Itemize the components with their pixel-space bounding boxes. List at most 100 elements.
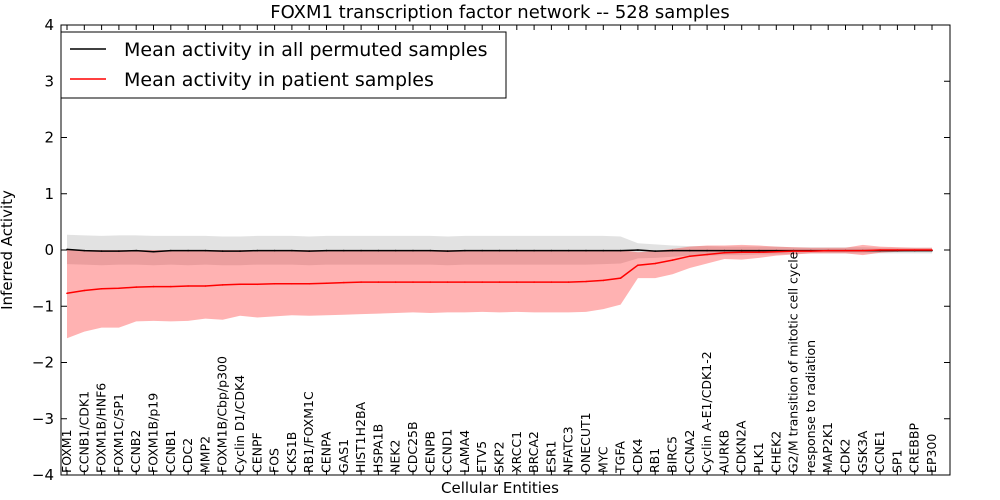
x-tick-label: AURKB (716, 430, 731, 473)
x-tick-label: FOS (267, 448, 282, 473)
data-point-s1-26 (516, 281, 518, 283)
x-tick-label: FOXM1 (59, 429, 74, 473)
data-point-s1-22 (446, 281, 449, 283)
data-point-s1-47 (879, 249, 881, 251)
x-tick-label: RB1 (647, 448, 662, 473)
x-tick-label: LAMA4 (457, 430, 472, 473)
data-point-s0-9 (221, 250, 224, 252)
data-point-s1-12 (273, 283, 276, 285)
x-tick-label: NFATC3 (561, 426, 576, 473)
data-point-s1-37 (706, 253, 708, 256)
legend: Mean activity in all permuted samples Me… (60, 31, 507, 99)
y-tick-label: 1 (44, 185, 54, 203)
data-point-s0-28 (550, 249, 553, 252)
data-point-s1-24 (481, 281, 484, 283)
x-tick-label: CCNE1 (872, 430, 887, 473)
y-tick-label: 3 (44, 72, 54, 90)
x-tick-label: XRCC1 (509, 431, 524, 473)
data-point-s0-36 (689, 249, 691, 252)
data-point-s0-25 (498, 249, 501, 252)
data-point-s1-3 (118, 287, 120, 290)
x-axis-label: Cellular Entities (441, 479, 559, 497)
data-point-s1-1 (83, 289, 86, 292)
data-point-s1-17 (360, 281, 362, 283)
x-tick-label: FOXM1C/SP1 (111, 393, 126, 473)
data-point-s0-30 (585, 249, 587, 252)
data-point-s1-41 (775, 250, 778, 253)
x-tick-label: G2/M transition of mitotic cell cycle (786, 251, 801, 473)
data-point-s1-21 (429, 281, 432, 283)
data-point-s1-7 (187, 285, 189, 287)
data-point-s0-40 (758, 249, 760, 252)
data-point-s0-19 (394, 249, 397, 252)
x-tick-label: CREBBP (907, 423, 922, 473)
x-tick-label: GAS1 (336, 439, 351, 473)
data-point-s1-45 (844, 249, 847, 252)
x-tick-label: Cyclin D1/CDK4 (232, 375, 247, 473)
data-point-s1-29 (567, 281, 570, 283)
data-point-s0-14 (308, 250, 311, 252)
data-point-s1-36 (689, 255, 691, 257)
x-tick-label: CCND1 (440, 429, 455, 473)
data-point-s1-31 (602, 279, 605, 282)
data-point-s0-3 (118, 250, 120, 252)
data-point-s1-20 (412, 281, 414, 283)
data-point-s0-6 (170, 249, 172, 252)
data-point-s0-23 (464, 249, 466, 252)
x-tick-label: ONECUT1 (578, 412, 593, 473)
data-point-s1-9 (221, 284, 224, 286)
data-point-s0-2 (100, 250, 103, 252)
x-tick-label: SP1 (889, 450, 904, 473)
legend-label-patient: Mean activity in patient samples (124, 69, 434, 91)
x-tick-label: MMP2 (197, 436, 212, 473)
data-point-s0-16 (343, 249, 345, 252)
confidence-band-series-1 (67, 244, 932, 339)
data-point-s0-33 (637, 249, 639, 251)
x-tick-label: CDC2 (180, 438, 195, 473)
data-point-s0-35 (671, 249, 674, 252)
data-point-s1-49 (913, 249, 916, 251)
data-point-s1-38 (723, 252, 726, 254)
x-tick-label: NEK2 (388, 440, 403, 473)
x-tick-label: Cyclin A-E1/CDK1-2 (699, 351, 714, 473)
data-point-s0-39 (740, 249, 743, 252)
data-point-s0-8 (204, 249, 207, 252)
y-axis-label: Inferred Activity (0, 190, 16, 310)
data-point-s1-35 (671, 259, 674, 261)
x-tick-label: BRCA2 (526, 431, 541, 473)
data-point-s1-32 (619, 277, 622, 279)
x-tick-label: CCNB2 (128, 430, 143, 473)
x-tick-label: ETV5 (474, 441, 489, 473)
data-point-s1-34 (654, 262, 656, 265)
x-tick-label: EP300 (924, 434, 939, 473)
data-point-s1-40 (758, 251, 760, 254)
x-tick-label: HIST1H2BA (353, 401, 368, 473)
x-tick-label: CENPB (422, 431, 437, 473)
data-point-s0-21 (429, 249, 432, 252)
x-tick-label: CCNB1/CDK1 (76, 391, 91, 473)
y-tick-label: 2 (44, 129, 54, 147)
data-point-s1-39 (740, 251, 743, 254)
chart-title: FOXM1 transcription factor network -- 52… (270, 2, 730, 23)
data-point-s1-44 (827, 249, 829, 252)
x-tick-label: SKP2 (492, 441, 507, 473)
data-point-s1-18 (377, 281, 380, 283)
x-tick-label: GSK3A (855, 430, 870, 473)
data-point-s1-2 (100, 288, 103, 290)
data-point-s0-31 (602, 249, 605, 252)
data-point-s0-20 (412, 249, 414, 252)
data-point-s0-5 (152, 250, 155, 253)
data-point-s0-22 (446, 250, 449, 252)
data-point-s0-12 (273, 249, 276, 252)
x-tick-label: FOXM1B/Cbp/p300 (215, 356, 230, 473)
x-tick-label: CCNA2 (682, 430, 697, 473)
legend-box (60, 31, 507, 99)
data-point-s0-24 (481, 249, 484, 252)
data-point-s1-10 (239, 283, 241, 286)
data-point-s1-4 (135, 286, 137, 288)
x-tick-label: CHEK2 (768, 431, 783, 473)
data-point-s1-42 (792, 250, 795, 252)
data-point-s1-14 (308, 283, 311, 285)
data-point-s1-50 (931, 249, 933, 251)
